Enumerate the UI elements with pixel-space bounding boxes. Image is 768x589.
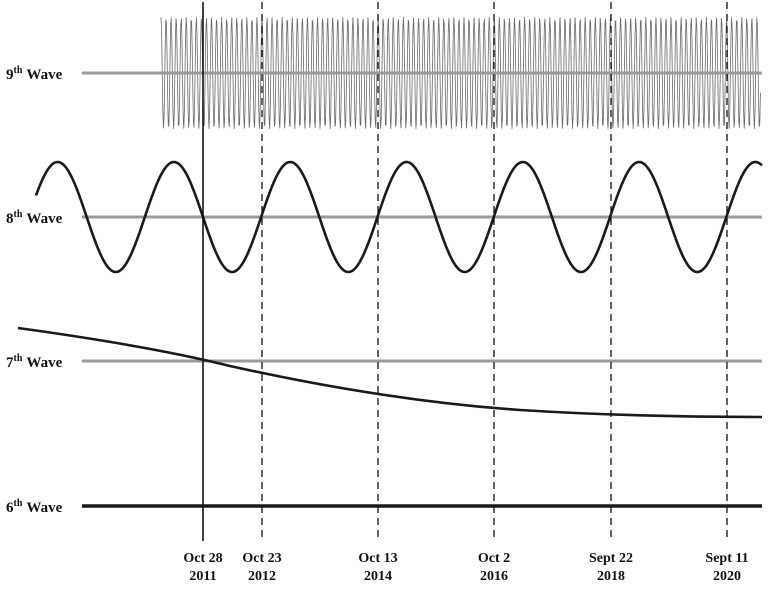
- ninth-wave-label: 9th Wave: [6, 65, 63, 83]
- date-label-2016-day: Oct 2: [478, 551, 510, 566]
- eighth-wave-curve: [34, 160, 763, 274]
- date-label-2014-year: 2014: [364, 569, 392, 584]
- seventh-wave-curve: [17, 326, 763, 419]
- date-label-2020-day: Sept 11: [705, 551, 748, 566]
- date-label-2018-year: 2018: [597, 569, 625, 584]
- date-label-2011-year: 2011: [189, 569, 216, 584]
- date-label-2016-year: 2016: [480, 569, 508, 584]
- eighth-wave-label: 8th Wave: [6, 209, 63, 227]
- date-label-2012-day: Oct 23: [242, 551, 281, 566]
- date-label-2011-day: Oct 28: [183, 551, 222, 566]
- date-label-2020-year: 2020: [713, 569, 741, 584]
- ninth-wave-curve: [160, 16, 761, 129]
- seventh-wave-label: 7th Wave: [6, 353, 63, 371]
- date-label-2014-day: Oct 13: [358, 551, 397, 566]
- sixth-wave-label: 6th Wave: [6, 498, 63, 516]
- date-label-2018-day: Sept 22: [589, 551, 633, 566]
- date-label-2012-year: 2012: [248, 569, 276, 584]
